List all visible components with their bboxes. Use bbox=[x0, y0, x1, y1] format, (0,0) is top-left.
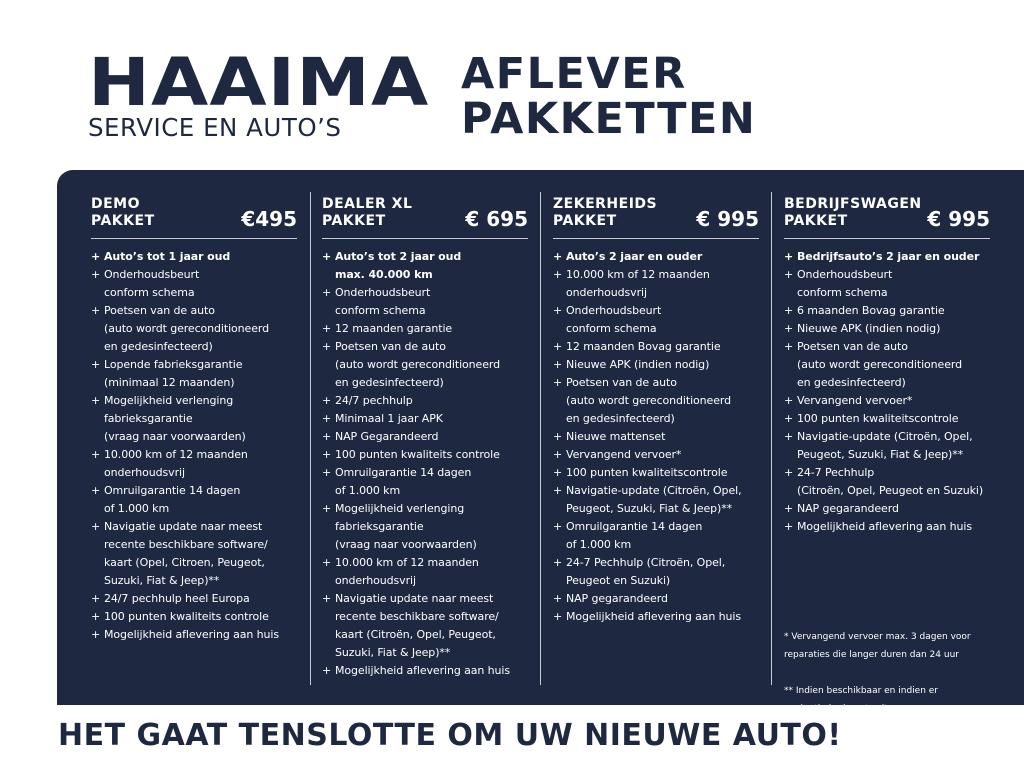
package-feature-list: Bedrijfsauto’s 2 jaar en ouderOnderhouds… bbox=[784, 248, 990, 536]
feature-item: 10.000 km of 12 maanden onderhoudsvrij bbox=[91, 446, 297, 482]
package-column: DEALER XL PAKKET € 695 Auto’s tot 2 jaar o… bbox=[322, 192, 528, 680]
package-column: BEDRIJFSWAGEN PAKKET€ 995 Bedrijfsauto’s … bbox=[784, 192, 990, 536]
feature-item: NAP gegarandeerd bbox=[553, 590, 759, 608]
package-feature-list: Auto’s 2 jaar en ouder10.000 km of 12 ma… bbox=[553, 248, 759, 626]
feature-item: Poetsen van de auto (auto wordt gerecond… bbox=[322, 338, 528, 392]
packages-panel: * Vervangend vervoer max. 3 dagen voor r… bbox=[57, 170, 1024, 714]
feature-item: Omruilgarantie 14 dagen of 1.000 km bbox=[91, 482, 297, 518]
package-column: DEMO PAKKET €495 Auto’s tot 1 jaar oudOnde… bbox=[91, 192, 297, 644]
feature-item: Navigatie-update (Citroën, Opel, Peugeot… bbox=[553, 482, 759, 518]
feature-item: Auto’s tot 1 jaar oud bbox=[91, 248, 297, 266]
feature-item: Mogelijkheid verlenging fabrieksgarantie… bbox=[322, 500, 528, 554]
feature-item: Navigatie update naar meest recente besc… bbox=[322, 590, 528, 662]
package-price: € 995 bbox=[696, 207, 759, 231]
column-divider bbox=[771, 192, 772, 685]
feature-item: Onderhoudsbeurt conform schema bbox=[322, 284, 528, 320]
feature-item: 100 punten kwaliteits controle bbox=[322, 446, 528, 464]
feature-item: Onderhoudsbeurt conform schema bbox=[91, 266, 297, 302]
feature-item: 12 maanden Bovag garantie bbox=[553, 338, 759, 356]
title-line-1: AFLEVER bbox=[461, 49, 687, 99]
package-column: ZEKERHEIDS PAKKET € 995 Auto’s 2 jaar en o… bbox=[553, 192, 759, 626]
package-feature-list: Auto’s tot 1 jaar oudOnderhoudsbeurt con… bbox=[91, 248, 297, 644]
feature-item: Auto’s tot 2 jaar oud max. 40.000 km bbox=[322, 248, 528, 284]
feature-item: 100 punten kwaliteits controle bbox=[91, 608, 297, 626]
feature-item: NAP gegarandeerd bbox=[784, 500, 990, 518]
feature-item: Navigatie update naar meest recente besc… bbox=[91, 518, 297, 590]
package-header: DEMO PAKKET €495 bbox=[91, 192, 297, 239]
package-name: DEALER XL PAKKET bbox=[322, 196, 413, 229]
package-header: DEALER XL PAKKET € 695 bbox=[322, 192, 528, 239]
feature-item: Omruilgarantie 14 dagen of 1.000 km bbox=[322, 464, 528, 500]
feature-item: 6 maanden Bovag garantie bbox=[784, 302, 990, 320]
package-price: €495 bbox=[241, 207, 297, 231]
feature-item: Onderhoudsbeurt conform schema bbox=[553, 302, 759, 338]
feature-item: 10.000 km of 12 maanden onderhoudsvrij bbox=[322, 554, 528, 590]
feature-item: Poetsen van de auto (auto wordt gerecond… bbox=[784, 338, 990, 392]
feature-item: 24-7 Pechhulp (Citroën, Opel, Peugeot en… bbox=[553, 554, 759, 590]
package-name: ZEKERHEIDS PAKKET bbox=[553, 196, 658, 229]
logo-wordmark: HAAIMA bbox=[88, 44, 430, 121]
feature-item: 10.000 km of 12 maanden onderhoudsvrij bbox=[553, 266, 759, 302]
feature-item: Navigatie-update (Citroën, Opel, Peugeot… bbox=[784, 428, 990, 464]
feature-item: Vervangend vervoer* bbox=[553, 446, 759, 464]
package-name: BEDRIJFSWAGEN PAKKET bbox=[784, 196, 922, 229]
feature-item: 24/7 pechhulp bbox=[322, 392, 528, 410]
feature-item: Minimaal 1 jaar APK bbox=[322, 410, 528, 428]
feature-item: 12 maanden garantie bbox=[322, 320, 528, 338]
feature-item: Nieuwe mattenset bbox=[553, 428, 759, 446]
feature-item: Omruilgarantie 14 dagen of 1.000 km bbox=[553, 518, 759, 554]
feature-item: Nieuwe APK (indien nodig) bbox=[784, 320, 990, 338]
feature-item: Onderhoudsbeurt conform schema bbox=[784, 266, 990, 302]
feature-item: 24-7 Pechhulp (Citroën, Opel, Peugeot en… bbox=[784, 464, 990, 500]
feature-item: Lopende fabrieksgarantie (minimaal 12 ma… bbox=[91, 356, 297, 392]
feature-item: 100 punten kwaliteitscontrole bbox=[553, 464, 759, 482]
logo-subtitle: SERVICE EN AUTO’S bbox=[88, 113, 342, 142]
footnote-2: ** Indien beschikbaar en indien er navig… bbox=[784, 686, 939, 714]
title-line-2: PAKKETTEN bbox=[461, 94, 757, 144]
feature-item: NAP Gegarandeerd bbox=[322, 428, 528, 446]
package-price: € 695 bbox=[465, 207, 528, 231]
column-divider bbox=[540, 192, 541, 685]
feature-item: Auto’s 2 jaar en ouder bbox=[553, 248, 759, 266]
package-price: € 995 bbox=[927, 207, 990, 231]
feature-item: Nieuwe APK (indien nodig) bbox=[553, 356, 759, 374]
tagline: HET GAAT TENSLOTTE OM UW NIEUWE AUTO! bbox=[58, 718, 842, 753]
feature-item: 24/7 pechhulp heel Europa bbox=[91, 590, 297, 608]
package-feature-list: Auto’s tot 2 jaar oud max. 40.000 kmOnde… bbox=[322, 248, 528, 680]
feature-item: Mogelijkheid aflevering aan huis bbox=[91, 626, 297, 644]
feature-item: Mogelijkheid aflevering aan huis bbox=[322, 662, 528, 680]
page-title: AFLEVER PAKKETTEN bbox=[461, 52, 756, 142]
feature-item: Poetsen van de auto (auto wordt gerecond… bbox=[91, 302, 297, 356]
feature-item: Mogelijkheid aflevering aan huis bbox=[784, 518, 990, 536]
haaima-logo: HAAIMA SERVICE EN AUTO’S bbox=[88, 50, 428, 142]
feature-item: Vervangend vervoer* bbox=[784, 392, 990, 410]
feature-item: Poetsen van de auto (auto wordt gerecond… bbox=[553, 374, 759, 428]
footnotes: * Vervangend vervoer max. 3 dagen voor r… bbox=[784, 610, 971, 736]
feature-item: 100 punten kwaliteitscontrole bbox=[784, 410, 990, 428]
package-name: DEMO PAKKET bbox=[91, 196, 155, 229]
feature-item: Mogelijkheid verlenging fabrieksgarantie… bbox=[91, 392, 297, 446]
footnote-1: * Vervangend vervoer max. 3 dagen voor r… bbox=[784, 632, 971, 660]
package-header: ZEKERHEIDS PAKKET € 995 bbox=[553, 192, 759, 239]
column-divider bbox=[310, 192, 311, 685]
feature-item: Bedrijfsauto’s 2 jaar en ouder bbox=[784, 248, 990, 266]
package-header: BEDRIJFSWAGEN PAKKET € 995 bbox=[784, 192, 990, 239]
feature-item: Mogelijkheid aflevering aan huis bbox=[553, 608, 759, 626]
